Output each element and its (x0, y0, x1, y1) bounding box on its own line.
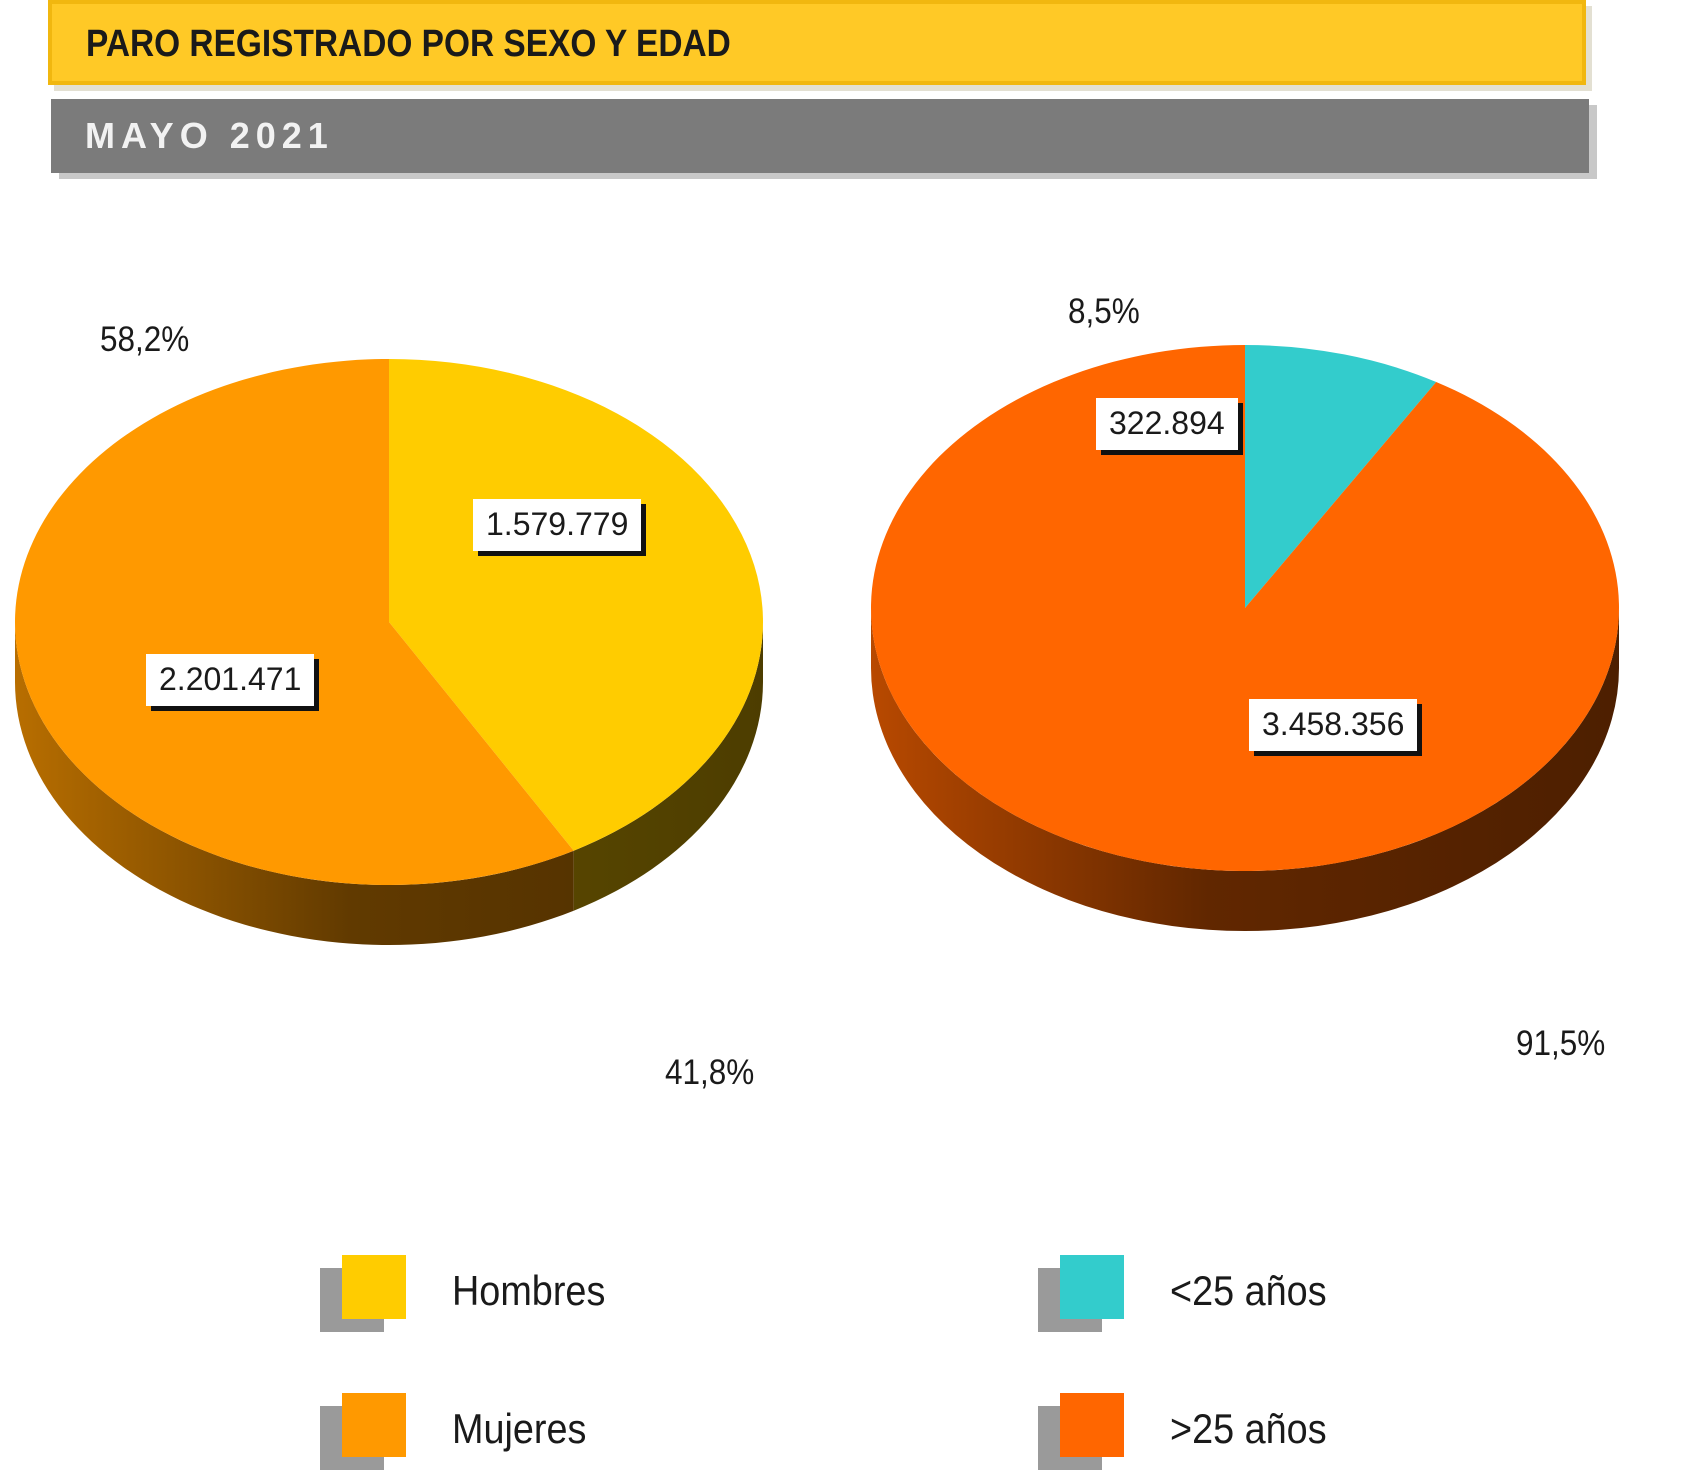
legend-label-menores25: <25 años (1170, 1267, 1327, 1314)
legend-swatch-mujeres (342, 1393, 406, 1457)
pie-slice-Mujeres (14, 359, 574, 885)
pie-slice->25 años (870, 345, 1619, 871)
chart-title-banner: PARO REGISTRADO POR SEXO Y EDAD (48, 0, 1586, 85)
legend-swatch-mayores25 (1060, 1393, 1124, 1457)
pie-chart-1 (14, 359, 764, 945)
pie-chart-2 (870, 345, 1619, 931)
pie-slice-Hombres (389, 359, 764, 851)
percent-label-mujeres: 58,2% (100, 320, 190, 359)
percent-label-hombres: 41,8% (665, 1053, 755, 1092)
legend-label-hombres: Hombres (452, 1267, 606, 1314)
pie-side-Hombres (573, 622, 763, 911)
chart-subtitle-banner: MAYO 2021 (51, 99, 1589, 173)
chart-subtitle: MAYO 2021 (85, 115, 334, 156)
value-label-mayores25: 3.458.356 (1249, 699, 1418, 751)
value-label-menores25: 322.894 (1096, 398, 1238, 450)
pie-slice-<25 años (1245, 345, 1437, 608)
value-label-mujeres: 2.201.471 (146, 654, 315, 706)
value-label-hombres: 1.579.779 (473, 499, 642, 551)
pie-side->25 años (871, 608, 1619, 931)
legend-label-mayores25: >25 años (1170, 1405, 1327, 1452)
pie-side-Mujeres (15, 622, 574, 945)
percent-label-mayores25: 91,5% (1516, 1024, 1606, 1063)
legend-label-mujeres: Mujeres (452, 1405, 587, 1452)
percent-label-menores25: 8,5% (1068, 292, 1140, 331)
chart-title: PARO REGISTRADO POR SEXO Y EDAD (86, 23, 731, 65)
legend-swatch-menores25 (1060, 1255, 1124, 1319)
legend-swatch-hombres (342, 1255, 406, 1319)
